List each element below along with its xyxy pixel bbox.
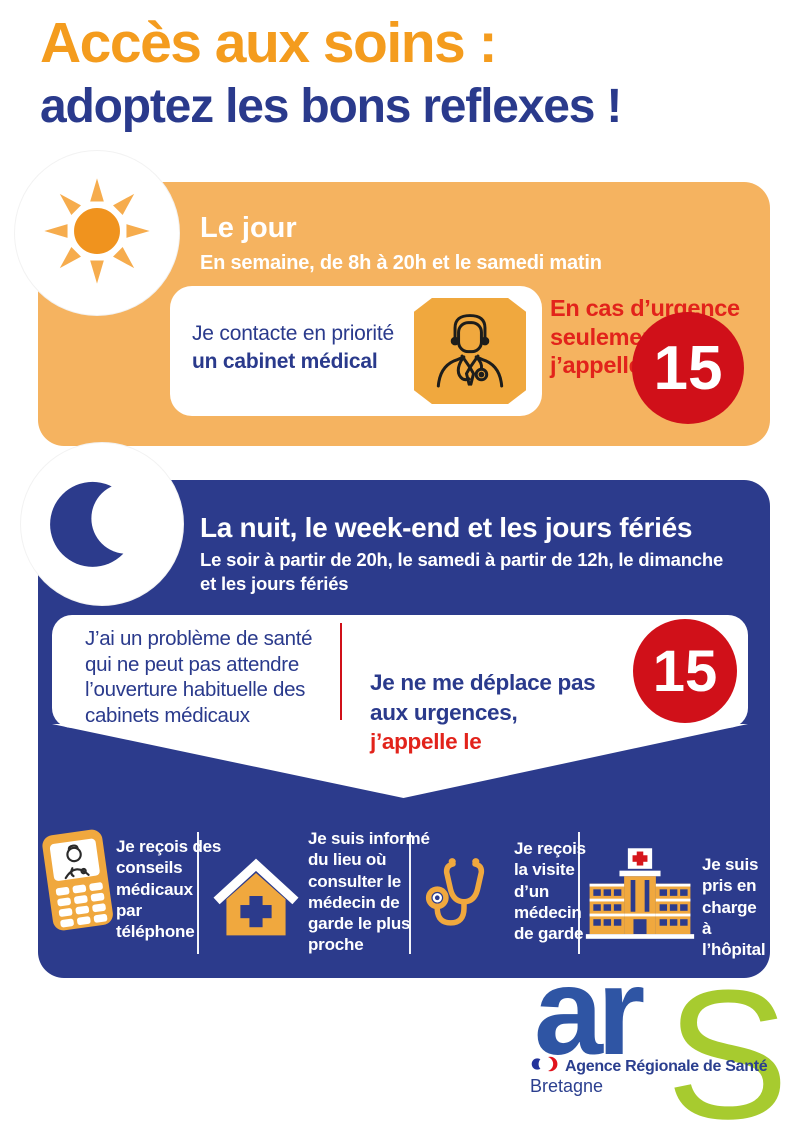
night-subheading: Le soir à partir de 20h, le samedi à par… <box>200 549 724 595</box>
night-card-problem-text: J’ai un problème de santé qui ne peut pa… <box>85 627 313 727</box>
day-card: Je contacte en priorité un cabinet médic… <box>170 286 542 416</box>
ars-logo-s: S <box>666 951 789 1131</box>
hospital-icon <box>584 846 696 947</box>
sun-badge <box>14 150 180 316</box>
stethoscope-icon <box>420 852 508 947</box>
night-heading: La nuit, le week-end et les jours fériés <box>200 512 693 543</box>
day-subheading: En semaine, de 8h à 20h et le samedi mat… <box>200 252 602 274</box>
ars-org-name: Agence Régionale de Santé <box>565 1057 768 1075</box>
moon-badge <box>20 442 184 606</box>
day-heading: Le jour <box>200 212 297 244</box>
doctor-icon <box>424 305 516 398</box>
day-emergency-number-badge: 15 <box>632 312 744 424</box>
night-card-divider <box>340 623 342 720</box>
night-card-action-blue: Je ne me déplace pas aux urgences, <box>370 670 596 725</box>
day-card-text: Je contacte en priorité un cabinet médic… <box>192 320 394 377</box>
poster-title: Accès aux soins : adoptez les bons refle… <box>40 11 622 133</box>
day-card-line1: Je contacte en priorité <box>192 322 395 345</box>
sun-icon <box>41 175 153 292</box>
outcome-separator <box>197 832 199 954</box>
ars-org-line: Agence Régionale de Santé <box>530 1052 768 1081</box>
night-emergency-number-badge: 15 <box>633 619 737 723</box>
ars-mark-icon <box>530 1052 560 1081</box>
outcome-text-visit: Je reçois la visite d’un médecin de gard… <box>514 839 586 943</box>
outcome-text-house: Je suis informé du lieu où consulter le … <box>308 829 430 955</box>
poster-title-line1: Accès aux soins : <box>40 11 498 75</box>
outcome-separator <box>578 832 580 954</box>
night-card-action-red: j’appelle le <box>370 728 482 754</box>
phone-doctor-icon <box>39 826 117 939</box>
doctor-icon-box <box>414 298 526 404</box>
outcome-text-hospital: Je suis pris en charge à l’hôpital <box>702 855 766 959</box>
medical-house-icon <box>210 856 302 941</box>
night-card: J’ai un problème de santé qui ne peut pa… <box>52 615 748 754</box>
outcome-separator <box>409 832 411 954</box>
day-card-line2: un cabinet médical <box>192 350 378 374</box>
night-outcomes-row: Je reçois des conseils médicaux par télé… <box>38 822 770 962</box>
night-card-action-text: Je ne me déplace pas aux urgences, j’app… <box>370 639 670 756</box>
poster-title-line2: adoptez les bons reflexes ! <box>40 79 622 133</box>
ars-region: Bretagne <box>530 1076 604 1096</box>
night-emergency-number: 15 <box>652 638 718 704</box>
ars-logo-ar: ar <box>534 943 645 1081</box>
moon-icon <box>43 463 163 586</box>
ars-logo: ar S Agence Régionale de Santé Bretagne <box>520 943 790 1131</box>
outcome-text-phone: Je reçois des conseils médicaux par télé… <box>116 837 222 941</box>
day-emergency-number: 15 <box>653 333 723 403</box>
